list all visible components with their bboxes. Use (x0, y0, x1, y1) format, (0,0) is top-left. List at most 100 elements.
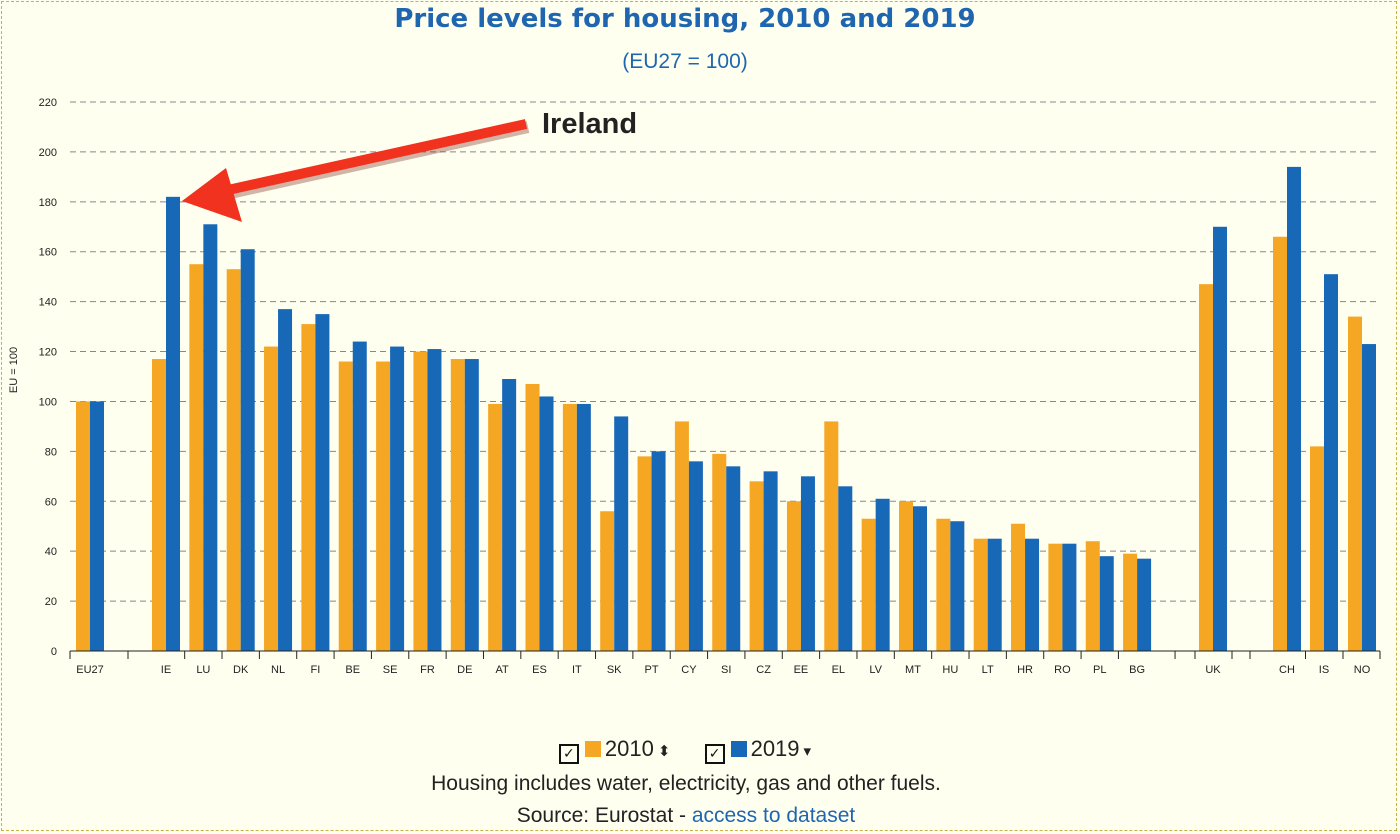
x-tick-label: FR (420, 664, 435, 676)
bar-2010-CH[interactable] (1273, 236, 1287, 651)
bar-2019-LT[interactable] (987, 538, 1002, 651)
bar-2010-DE[interactable] (450, 359, 465, 651)
x-tick-label: PT (645, 664, 659, 676)
bar-2019-IE[interactable] (166, 196, 180, 651)
bar-2010-EU27[interactable] (76, 401, 90, 651)
bar-2010-SI[interactable] (712, 453, 727, 651)
bar-2010-ES[interactable] (525, 383, 540, 651)
bar-2010-FR[interactable] (413, 351, 428, 651)
bar-2010-AT[interactable] (488, 403, 503, 651)
legend-label-2010: 2010 (604, 736, 654, 761)
bar-2019-LV[interactable] (875, 498, 890, 651)
y-tick-label: 60 (45, 496, 57, 508)
bar-2010-EE[interactable] (786, 501, 801, 651)
bar-2019-LU[interactable] (203, 224, 218, 651)
checkbox-2010[interactable]: ✓ (558, 744, 579, 764)
bar-2019-FR[interactable] (427, 349, 442, 651)
bar-2010-SK[interactable] (600, 511, 615, 651)
bar-2019-EL[interactable] (838, 486, 853, 651)
x-tick-label: EE (794, 664, 809, 676)
bar-2010-IE[interactable] (152, 359, 166, 651)
bar-2010-IT[interactable] (562, 403, 577, 651)
y-tick-label: 100 (39, 396, 57, 408)
bar-2019-AT[interactable] (502, 378, 517, 651)
ireland-annotation: Ireland (182, 108, 637, 222)
y-tick-label: 20 (45, 596, 57, 608)
bar-2010-CZ[interactable] (749, 481, 764, 651)
bar-2019-EU27[interactable] (90, 401, 104, 651)
y-tick-label: 120 (39, 347, 57, 359)
bar-2019-CH[interactable] (1287, 166, 1301, 651)
swatch-2010 (584, 741, 601, 757)
bar-2019-HR[interactable] (1025, 538, 1040, 651)
bar-2010-LV[interactable] (861, 518, 876, 651)
y-tick-label: 40 (45, 546, 57, 558)
bar-2010-NO[interactable] (1348, 316, 1362, 651)
bar-2010-BE[interactable] (338, 361, 353, 651)
bar-2010-PT[interactable] (637, 456, 652, 651)
bar-2019-IT[interactable] (576, 403, 591, 651)
bar-2010-DK[interactable] (226, 269, 241, 651)
chart-title: Price levels for housing, 2010 and 2019 (394, 4, 976, 34)
bar-2019-EE[interactable] (800, 476, 815, 651)
dataset-link[interactable]: access to dataset (691, 804, 856, 827)
sort-down-icon[interactable]: ▾ (803, 742, 812, 760)
x-tick-label: HR (1017, 664, 1033, 676)
bar-2019-PT[interactable] (651, 451, 666, 651)
x-tick-label: PL (1093, 664, 1106, 676)
bar-2019-SE[interactable] (390, 346, 405, 651)
bar-2019-MT[interactable] (913, 506, 927, 651)
bar-2010-NL[interactable] (264, 346, 279, 651)
bar-2019-UK[interactable] (1213, 226, 1227, 652)
bar-2019-DE[interactable] (464, 359, 479, 651)
bar-2019-PL[interactable] (1099, 556, 1114, 651)
bar-2010-BG[interactable] (1123, 553, 1138, 651)
bar-2019-ES[interactable] (539, 396, 554, 651)
x-tick-label: FI (311, 664, 321, 676)
bar-2010-LU[interactable] (189, 264, 204, 651)
x-tick-label: EU27 (76, 664, 104, 676)
bar-2019-HU[interactable] (950, 521, 965, 651)
bar-2010-HR[interactable] (1011, 523, 1026, 651)
sort-both-icon[interactable]: ⬍ (657, 742, 671, 760)
bar-2019-IS[interactable] (1324, 274, 1338, 651)
bar-2010-HU[interactable] (936, 518, 951, 651)
bar-2010-CY[interactable] (674, 421, 689, 651)
legend-item-2019[interactable]: ✓ 2019 ▾ (704, 736, 812, 764)
checkbox-2019[interactable]: ✓ (704, 744, 725, 764)
x-tick-label: ES (532, 664, 547, 676)
bar-2010-RO[interactable] (1048, 543, 1063, 651)
x-tick-label: RO (1054, 664, 1071, 676)
y-tick-label: 140 (39, 297, 57, 309)
bar-2019-NL[interactable] (278, 309, 293, 651)
bar-2019-RO[interactable] (1062, 543, 1077, 651)
legend: ✓ 2010 ⬍ ✓ 2019 ▾ (0, 736, 1370, 764)
y-tick-label: 220 (39, 97, 57, 109)
source-line: Source: Eurostat - access to dataset (0, 804, 1372, 828)
bar-2019-CY[interactable] (688, 461, 703, 651)
bar-2010-FI[interactable] (301, 324, 316, 651)
bar-2010-LT[interactable] (973, 538, 988, 651)
bar-2010-IS[interactable] (1310, 446, 1324, 651)
bar-2010-MT[interactable] (899, 501, 913, 651)
x-tick-label: BE (345, 664, 360, 676)
bar-2010-PL[interactable] (1085, 541, 1100, 651)
x-tick-label: MT (905, 664, 921, 676)
x-tick-label: EL (832, 664, 845, 676)
legend-item-2010[interactable]: ✓ 2010 ⬍ (558, 736, 671, 764)
bar-2019-DK[interactable] (240, 249, 255, 651)
bar-2019-SK[interactable] (614, 416, 629, 651)
bar-2019-BG[interactable] (1137, 558, 1152, 651)
bar-2010-UK[interactable] (1199, 284, 1213, 651)
bar-2019-BE[interactable] (352, 341, 367, 651)
x-tick-label: NL (271, 664, 285, 676)
bar-2019-SI[interactable] (726, 466, 741, 651)
bar-2010-SE[interactable] (376, 361, 391, 651)
x-tick-label: IT (572, 664, 582, 676)
x-tick-label: SI (721, 664, 731, 676)
bar-2019-NO[interactable] (1362, 344, 1376, 651)
bar-2010-EL[interactable] (824, 421, 839, 651)
bar-2019-CZ[interactable] (763, 471, 778, 651)
bar-2019-FI[interactable] (315, 314, 330, 651)
